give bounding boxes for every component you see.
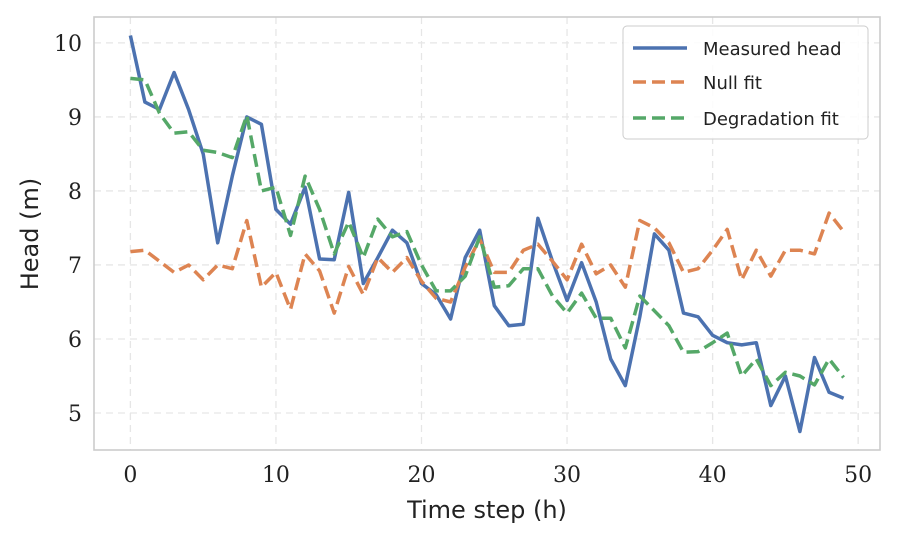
y-tick-label: 6 [68,328,82,353]
y-tick-label: 9 [68,106,82,131]
legend-label-measured-head: Measured head [703,39,842,60]
x-axis-label: Time step (h) [406,496,567,524]
x-tick-label: 50 [844,463,872,488]
legend: Measured head Null fit Degradation fit [622,25,869,140]
y-tick-label: 7 [68,254,82,279]
y-tick-label: 8 [68,180,82,205]
y-tick-label: 10 [54,32,82,57]
x-tick-label: 30 [553,463,581,488]
plot-frame [93,16,881,451]
x-tick-label: 0 [123,463,137,488]
tick-labels: 0 10 20 30 40 50 5 6 7 8 9 10 [54,32,872,488]
x-tick-label: 20 [408,463,436,488]
x-tick-label: 40 [699,463,727,488]
legend-label-null-fit: Null fit [703,73,762,94]
y-tick-label: 5 [68,402,82,427]
legend-box [622,25,869,140]
x-tick-label: 10 [262,463,290,488]
series-line-degradation-fit [130,76,845,388]
series-group [128,35,845,434]
legend-label-degradation-fit: Degradation fit [703,109,839,130]
y-axis-label: Head (m) [16,178,44,291]
